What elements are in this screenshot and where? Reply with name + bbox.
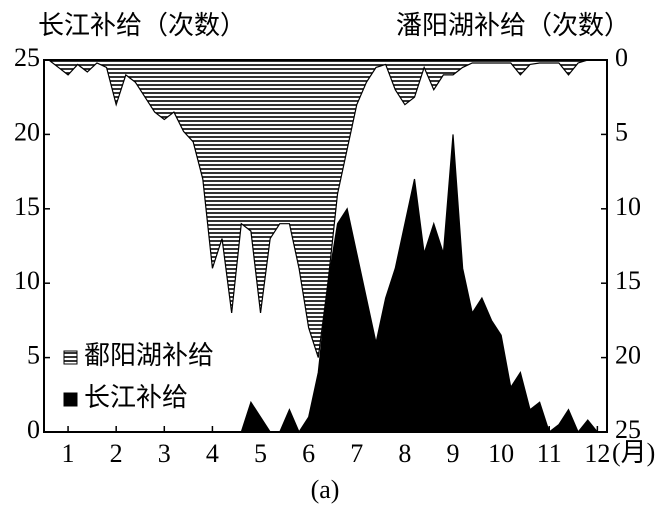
x-tick-label: 8: [398, 439, 411, 468]
x-axis-label: (月): [612, 438, 655, 467]
legend-swatch: [63, 392, 78, 407]
y-axis-label: 长江补给（次数）: [38, 11, 246, 40]
x-tick-label: 9: [447, 439, 460, 468]
caption: (a): [311, 475, 340, 504]
x-tick-label: 7: [350, 439, 363, 468]
x-tick-label: 5: [254, 439, 267, 468]
legend-label: 鄱阳湖补给: [84, 341, 214, 370]
legend-swatch: [63, 350, 78, 365]
y-tick-label: 15: [14, 192, 40, 221]
y2-tick-label: 0: [615, 43, 628, 72]
x-tick-label: 6: [302, 439, 315, 468]
y2-tick-label: 15: [615, 266, 641, 295]
x-tick-label: 3: [158, 439, 171, 468]
x-tick-label: 1: [62, 439, 75, 468]
y-tick-label: 5: [27, 341, 40, 370]
y2-tick-label: 25: [615, 415, 641, 444]
x-tick-label: 12: [584, 439, 610, 468]
legend-label: 长江补给: [84, 383, 188, 412]
y2-tick-label: 10: [615, 192, 641, 221]
y-tick-label: 20: [14, 117, 40, 146]
area: [47, 59, 607, 358]
y-tick-label: 0: [27, 415, 40, 444]
y2-axis-label: 潘阳湖补给（次数）: [396, 11, 630, 40]
x-tick-label: 4: [206, 439, 219, 468]
y2-tick-label: 5: [615, 117, 628, 146]
y-tick-label: 25: [14, 43, 40, 72]
y-tick-label: 10: [14, 266, 40, 295]
x-tick-label: 10: [488, 439, 514, 468]
plot-frame: [43, 59, 608, 433]
x-tick-label: 2: [110, 439, 123, 468]
x-tick-label: 11: [537, 439, 562, 468]
y2-tick-label: 20: [615, 341, 641, 370]
